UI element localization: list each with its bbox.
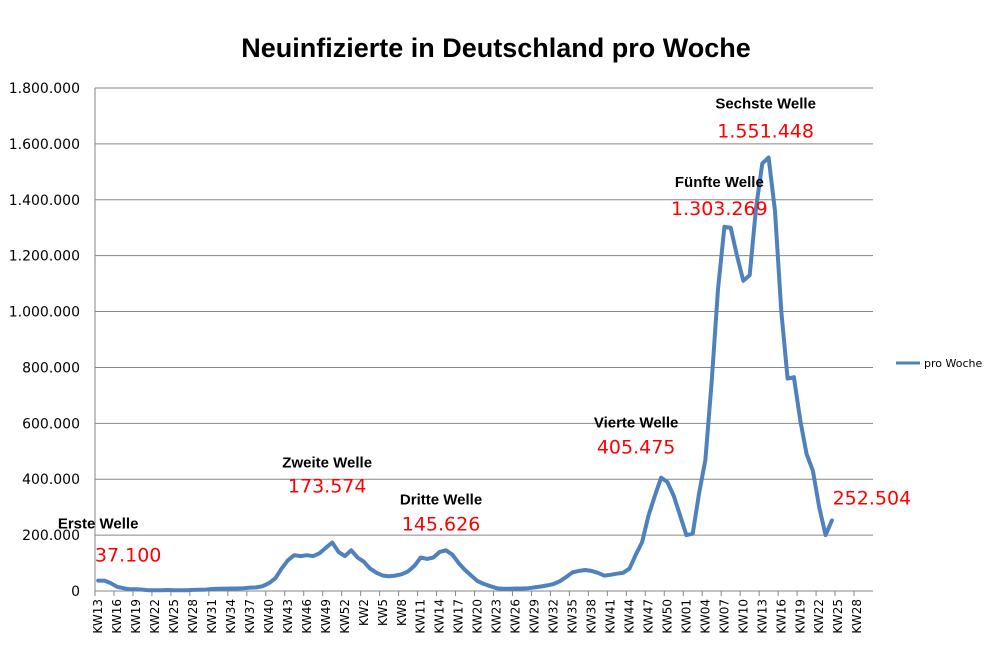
x-tick-label: KW25 [167,599,181,634]
x-tick-label: KW13 [91,599,105,634]
x-tick-label: KW20 [471,599,485,634]
y-tick-label: 1.800.000 [9,81,80,97]
x-tick-label: KW28 [850,599,864,634]
y-tick-label: 600.000 [22,416,80,432]
x-tick-label: KW40 [262,599,276,634]
x-tick-label: KW10 [736,599,750,634]
x-tick-label: KW32 [547,599,561,634]
annotation-value: 173.574 [288,475,367,497]
legend: pro Woche [896,357,982,370]
wave-annotations: Erste Welle 37.100 Zweite Welle 173.574 Drit… [58,95,911,566]
annotation-value: 145.626 [402,513,481,535]
annotation-value: 1.551.448 [717,120,814,142]
x-tick-label: KW07 [717,599,731,634]
y-tick-label: 400.000 [22,472,80,488]
x-tick-label: KW14 [433,599,447,634]
y-tick-label: 1.600.000 [9,137,80,153]
x-tick-label: KW35 [566,599,580,634]
x-tick-label: KW26 [509,599,523,634]
y-tick-label: 800.000 [22,360,80,376]
x-tick-label: KW50 [660,599,674,634]
x-tick-label: KW22 [148,599,162,634]
x-tick-label: KW25 [831,599,845,634]
y-tick-label: 200.000 [22,528,80,544]
x-tick-label: KW31 [205,599,219,634]
chart-title: Neuinfizierte in Deutschland pro Woche [241,33,751,63]
annotation-value: 405.475 [597,437,676,459]
x-tick-label: KW13 [755,599,769,634]
x-tick-label: KW46 [300,599,314,634]
annotation-label: Erste Welle [58,516,139,533]
x-tick-label: KW49 [319,599,333,634]
x-tick-label: KW5 [376,599,390,626]
x-tick-label: KW01 [679,599,693,634]
y-tick-label: 0 [71,584,80,600]
x-tick-label: KW34 [224,599,238,634]
x-tick-label: KW29 [528,599,542,634]
x-tick-label: KW8 [395,599,409,626]
x-tick-label: KW17 [452,599,466,634]
x-tick-label: KW43 [281,599,295,634]
x-tick-label: KW16 [774,599,788,634]
y-axis-ticks: 0 200.000 400.000 600.000 800.000 1.000.000 1.… [9,81,80,600]
annotation-label: Fünfte Welle [675,174,764,191]
annotation-label: Vierte Welle [594,415,679,432]
x-tick-label: KW2 [357,599,371,626]
gridlines [95,87,873,536]
annotation-label: Sechste Welle [715,95,816,112]
x-tick-label: KW41 [604,599,618,634]
x-tick-label: KW22 [812,599,826,634]
y-tick-label: 1.200.000 [9,249,80,265]
x-tick-label: KW19 [129,599,143,634]
x-tick-label: KW16 [110,599,124,634]
series-line-pro-woche [96,155,834,593]
x-tick-label: KW38 [585,599,599,634]
x-tick-label: KW37 [243,599,257,634]
annotation-value: 1.303.269 [671,198,768,220]
annotation-label: Dritte Welle [400,491,482,508]
y-tick-label: 1.400.000 [9,193,80,209]
annotation-label: Zweite Welle [282,454,372,471]
x-tick-label: KW23 [490,599,504,634]
x-axis-ticks: KW13 KW16 KW19 KW22 KW25 KW28 KW31 KW34 KW37 KW40… [91,591,864,634]
x-tick-label: KW19 [793,599,807,634]
y-tick-label: 1.000.000 [9,305,80,321]
x-tick-label: KW11 [414,599,428,634]
legend-label: pro Woche [924,357,982,370]
x-tick-label: KW52 [338,599,352,634]
x-tick-label: KW47 [641,599,655,634]
x-tick-label: KW28 [186,599,200,634]
x-tick-label: KW44 [622,599,636,634]
annotation-value: 252.504 [833,487,912,509]
x-tick-label: KW04 [698,599,712,634]
annotation-value: 37.100 [95,545,161,567]
